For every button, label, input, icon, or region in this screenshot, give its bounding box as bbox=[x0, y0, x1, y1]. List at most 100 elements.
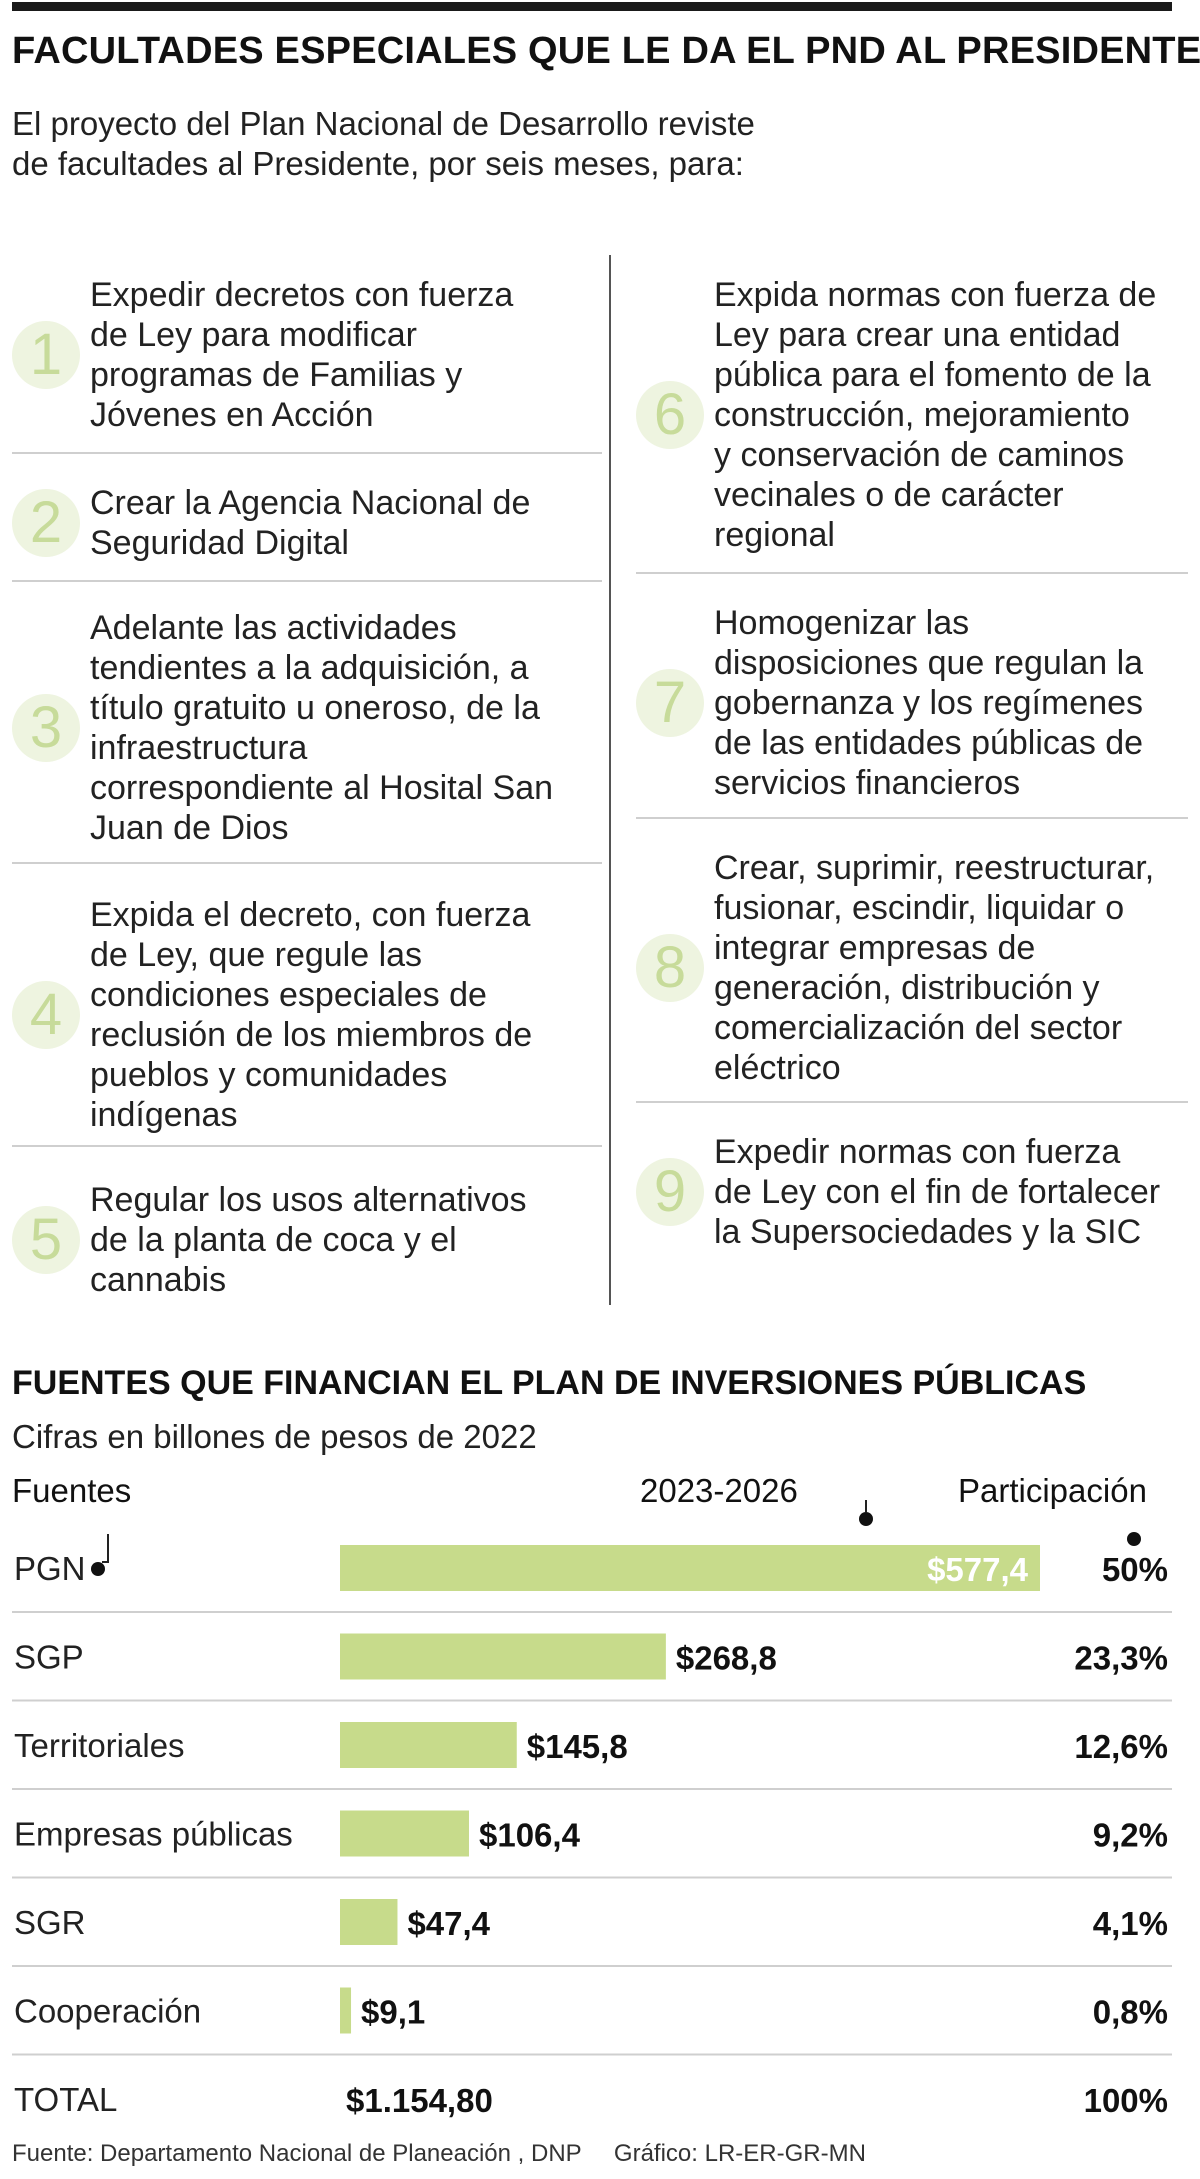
bar-sgp bbox=[340, 1633, 666, 1680]
facultad-line: de Ley para modificar bbox=[90, 316, 417, 354]
facultad-line: de las entidades públicas de bbox=[714, 724, 1144, 762]
facultad-item: 5 Regular los usos alternativos de la plan… bbox=[12, 1180, 602, 1300]
value-label: $106,4 bbox=[479, 1817, 581, 1854]
facultad-line: correspondiente al Hosital San bbox=[90, 769, 554, 807]
facultad-line: Expida normas con fuerza de bbox=[714, 276, 1157, 314]
category-label: PGN bbox=[14, 1550, 86, 1587]
total-label: TOTAL bbox=[14, 2081, 117, 2118]
chart-title: FUENTES QUE FINANCIAN EL PLAN DE INVERSI… bbox=[12, 1364, 1087, 1402]
facultad-separator bbox=[12, 862, 602, 864]
facultad-line: gobernanza y los regímenes bbox=[714, 684, 1144, 722]
facultad-item: 8 Crear, suprimir, reestructurar, fusionar… bbox=[636, 848, 1188, 1088]
facultad-separator bbox=[636, 572, 1188, 574]
facultad-line: Ley para crear una entidad bbox=[714, 316, 1121, 354]
leader-dot bbox=[1127, 1532, 1141, 1546]
facultad-line: de Ley, que regule las bbox=[90, 936, 423, 974]
facultad-line: fusionar, escindir, liquidar o bbox=[714, 889, 1125, 927]
facultad-text: Crear, suprimir, reestructurar, fusionar,… bbox=[714, 848, 1154, 1088]
facultad-line: título gratuito u oneroso, de la bbox=[90, 689, 540, 727]
leader-line bbox=[102, 1534, 109, 1563]
facultad-line: Expida el decreto, con fuerza bbox=[90, 896, 531, 934]
facultad-line: comercialización del sector bbox=[714, 1009, 1123, 1047]
page-title: FACULTADES ESPECIALES QUE LE DA EL PND A… bbox=[12, 30, 1200, 72]
subtitle-line: El proyecto del Plan Nacional de Desarro… bbox=[12, 105, 755, 142]
facultad-line: Crear, suprimir, reestructurar, bbox=[714, 849, 1155, 887]
chart-subtitle: Cifras en billones de pesos de 2022 bbox=[12, 1418, 537, 1455]
source-note: Fuente: Departamento Nacional de Planeac… bbox=[12, 2140, 866, 2168]
facultad-line: construcción, mejoramiento bbox=[714, 396, 1130, 434]
category-label: Cooperación bbox=[14, 1993, 201, 2030]
facultad-line: tendientes a la adquisición, a bbox=[90, 649, 529, 687]
facultad-line: de Ley con el fin de fortalecer bbox=[714, 1173, 1161, 1211]
column-header-participacion: Participación bbox=[958, 1472, 1147, 1509]
category-label: SGR bbox=[14, 1904, 86, 1941]
facultad-text: Regular los usos alternativos de la plant… bbox=[90, 1180, 527, 1300]
facultad-number: 6 bbox=[636, 381, 704, 449]
share-label: 50% bbox=[1102, 1551, 1168, 1588]
facultad-line: Seguridad Digital bbox=[90, 524, 349, 562]
facultad-number: 5 bbox=[12, 1206, 80, 1274]
facultad-line: reclusión de los miembros de bbox=[90, 1016, 533, 1054]
value-label: $145,8 bbox=[527, 1728, 628, 1765]
facultad-item: 2 Crear la Agencia Nacional de Seguridad D… bbox=[12, 483, 602, 563]
top-rule bbox=[12, 2, 1172, 11]
total-share: 100% bbox=[1084, 2082, 1168, 2119]
facultad-line: generación, distribución y bbox=[714, 969, 1100, 1007]
facultad-line: la Supersociedades y la SIC bbox=[714, 1213, 1142, 1251]
facultad-line: condiciones especiales de bbox=[90, 976, 487, 1014]
facultad-text: Adelante las actividades tendientes a la … bbox=[90, 608, 553, 848]
category-label: Empresas públicas bbox=[14, 1816, 293, 1853]
facultad-separator bbox=[12, 1145, 602, 1147]
facultad-text: Crear la Agencia Nacional de Seguridad Di… bbox=[90, 483, 530, 563]
facultad-line: Crear la Agencia Nacional de bbox=[90, 484, 531, 522]
facultad-number: 7 bbox=[636, 669, 704, 737]
credit-text: Gráfico: LR-ER-GR-MN bbox=[613, 2140, 866, 2167]
facultad-line: vecinales o de carácter bbox=[714, 476, 1064, 514]
facultad-item: 1 Expedir decretos con fuerza de Ley para … bbox=[12, 275, 602, 435]
facultad-line: eléctrico bbox=[714, 1049, 841, 1087]
facultad-item: 9 Expedir normas con fuerza de Ley con el … bbox=[636, 1132, 1188, 1252]
facultad-line: pública para el fomento de la bbox=[714, 356, 1151, 394]
facultad-line: disposiciones que regulan la bbox=[714, 644, 1144, 682]
bar-pgn bbox=[340, 1545, 1040, 1591]
share-label: 4,1% bbox=[1093, 1905, 1168, 1942]
value-label: $577,4 bbox=[927, 1551, 1029, 1588]
category-label: SGP bbox=[14, 1639, 84, 1676]
category-label: Territoriales bbox=[14, 1727, 185, 1764]
facultad-line: Expedir decretos con fuerza bbox=[90, 276, 514, 314]
value-label: $47,4 bbox=[407, 1905, 490, 1942]
facultad-line: Juan de Dios bbox=[90, 809, 289, 847]
share-label: 0,8% bbox=[1093, 1994, 1168, 2031]
leader-dot bbox=[91, 1562, 105, 1576]
share-label: 23,3% bbox=[1074, 1640, 1168, 1677]
bar-empresas-públicas bbox=[340, 1810, 469, 1857]
facultad-item: 4 Expida el decreto, con fuerza de Ley, qu… bbox=[12, 895, 602, 1135]
column-header-periodo: 2023-2026 bbox=[640, 1472, 798, 1509]
share-label: 12,6% bbox=[1074, 1728, 1168, 1765]
facultad-line: Regular los usos alternativos bbox=[90, 1181, 527, 1219]
facultad-item: 7 Homogenizar las disposiciones que regula… bbox=[636, 603, 1188, 803]
facultad-text: Expida el decreto, con fuerza de Ley, que… bbox=[90, 895, 532, 1135]
facultad-text: Expida normas con fuerza de Ley para crea… bbox=[714, 275, 1156, 555]
facultad-number: 9 bbox=[636, 1158, 704, 1226]
facultad-text: Expedir decretos con fuerza de Ley para m… bbox=[90, 275, 513, 435]
facultad-line: servicios financieros bbox=[714, 764, 1021, 802]
subtitle-line: de facultades al Presidente, por seis me… bbox=[12, 145, 744, 182]
share-label: 9,2% bbox=[1093, 1817, 1168, 1854]
facultad-line: de la planta de coca y el bbox=[90, 1221, 457, 1259]
bar-cooperación bbox=[340, 1987, 352, 2034]
facultad-line: programas de Familias y bbox=[90, 356, 463, 394]
source-text: Fuente: Departamento Nacional de Planeac… bbox=[12, 2140, 582, 2167]
facultad-line: Expedir normas con fuerza bbox=[714, 1133, 1121, 1171]
facultad-line: y conservación de caminos bbox=[714, 436, 1125, 474]
value-label: $268,8 bbox=[676, 1640, 777, 1677]
facultad-number: 4 bbox=[12, 981, 80, 1049]
facultad-separator bbox=[636, 1101, 1188, 1103]
facultad-number: 1 bbox=[12, 321, 80, 389]
facultad-separator bbox=[12, 580, 602, 582]
facultad-line: indígenas bbox=[90, 1096, 238, 1134]
leader-dot bbox=[859, 1512, 873, 1526]
facultad-text: Expedir normas con fuerza de Ley con el f… bbox=[714, 1132, 1160, 1252]
facultad-line: regional bbox=[714, 516, 835, 554]
facultad-text: Homogenizar las disposiciones que regulan… bbox=[714, 603, 1143, 803]
